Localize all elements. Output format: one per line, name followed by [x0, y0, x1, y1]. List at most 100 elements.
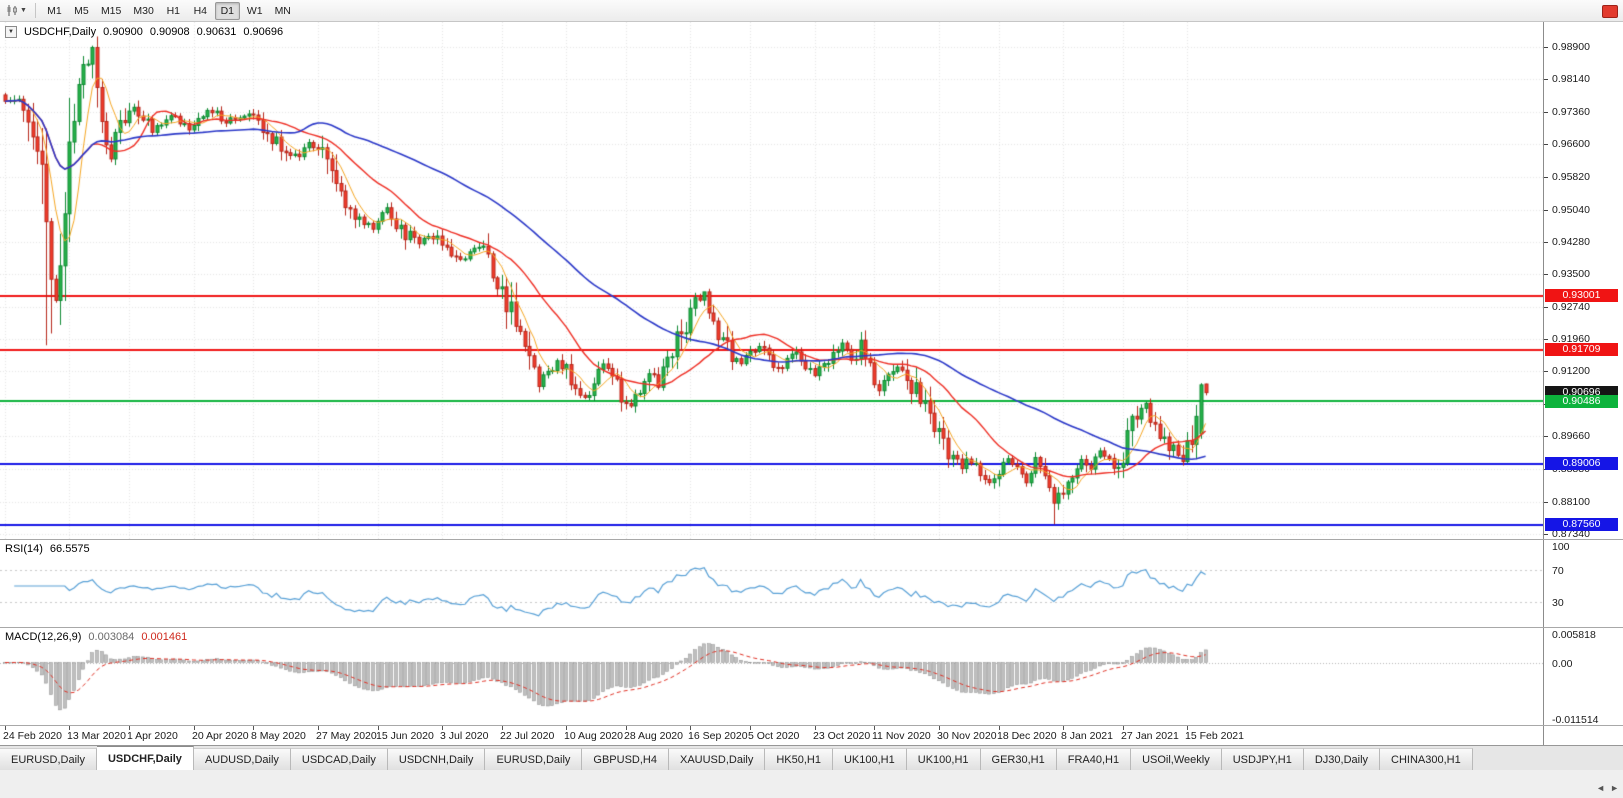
timeframe-button-d1[interactable]: D1 — [214, 1, 240, 20]
time-axis-label: 5 Oct 2020 — [748, 730, 800, 742]
timeframe-button-m5[interactable]: M5 — [74, 4, 89, 17]
time-axis-tick — [129, 726, 130, 730]
time-axis: 24 Feb 2020 13 Mar 2020 1 Apr 2020 20 Apr 2… — [0, 726, 1543, 745]
time-axis-label: 27 May 2020 — [316, 730, 377, 742]
tab-dj30-daily[interactable]: DJ30,Daily — [1303, 748, 1381, 770]
rsi-scale-label: 70 — [1552, 565, 1564, 577]
macd-scale-label: -0.011514 — [1552, 714, 1599, 726]
chart-legend: ▼ USDCHF,Daily 0.90900 0.90908 0.90631 0… — [5, 26, 283, 38]
price-scale-tick — [1544, 502, 1548, 503]
panel-separator[interactable] — [0, 725, 1623, 726]
tab-usdchf-daily[interactable]: USDCHF,Daily — [96, 746, 194, 770]
tab-uk100-h1[interactable]: UK100,H1 — [906, 748, 981, 770]
symbol-dropdown-icon[interactable]: ▼ — [5, 26, 17, 38]
price-scale-label: 0.89660 — [1552, 430, 1590, 442]
rsi-name: RSI(14) — [5, 543, 43, 555]
tab-china300-h1[interactable]: CHINA300,H1 — [1380, 748, 1473, 770]
tab-audusd-daily[interactable]: AUDUSD,Daily — [193, 748, 291, 770]
rsi-indicator-canvas[interactable] — [0, 540, 1543, 627]
tab-usoil-weekly[interactable]: USOil,Weekly — [1131, 748, 1222, 770]
chart-type-button[interactable]: ▼ — [3, 1, 30, 21]
time-axis-tick — [750, 726, 751, 730]
timeframe-button-m15[interactable]: M15 — [100, 4, 122, 17]
legend-open: 0.90900 — [103, 26, 143, 38]
support-line-label[interactable]: 0.89006 — [1545, 457, 1618, 471]
time-axis-label: 13 Mar 2020 — [67, 730, 126, 742]
time-axis-label: 3 Jul 2020 — [440, 730, 489, 742]
price-scale-label: 0.93500 — [1552, 268, 1590, 280]
resistance-line-label[interactable]: 0.91709 — [1545, 343, 1618, 357]
price-scale-label: 0.95040 — [1552, 204, 1590, 216]
time-axis-label: 10 Aug 2020 — [564, 730, 623, 742]
timeframe-button-m1[interactable]: M1 — [47, 4, 62, 17]
support-line-label[interactable]: 0.87560 — [1545, 518, 1618, 532]
price-scale-label: 0.94280 — [1552, 236, 1590, 248]
tab-eurusd-daily[interactable]: EURUSD,Daily — [485, 748, 583, 770]
timeframe-button-m30[interactable]: M30 — [133, 4, 154, 17]
panel-separator[interactable] — [0, 539, 1623, 540]
macd-indicator-canvas[interactable] — [0, 628, 1543, 725]
time-axis-tick — [566, 726, 567, 730]
candlestick-chart-icon — [7, 5, 17, 16]
chart-window: ▼ USDCHF,Daily 0.90900 0.90908 0.90631 0… — [0, 22, 1623, 745]
time-axis-label: 20 Apr 2020 — [192, 730, 249, 742]
timeframe-buttons: M1 M5 M15 M30 H1 H4 D1 W1 MN — [41, 1, 297, 20]
rsi-value: 66.5575 — [49, 543, 90, 555]
price-scale-label: 0.98900 — [1552, 41, 1590, 53]
legend-symbol: USDCHF,Daily — [23, 26, 97, 38]
time-axis-tick — [442, 726, 443, 730]
price-scale-tick — [1544, 47, 1548, 48]
legend-low: 0.90631 — [196, 26, 237, 38]
price-scale-tick — [1544, 307, 1548, 308]
time-axis-label: 24 Feb 2020 — [3, 730, 62, 742]
time-axis-tick — [939, 726, 940, 730]
legend-close: 0.90696 — [243, 26, 284, 38]
tab-scroll-left-icon[interactable]: ◄ — [1596, 783, 1606, 793]
price-scale-tick — [1544, 112, 1548, 113]
tab-eurusd-daily[interactable]: EURUSD,Daily — [0, 748, 97, 770]
time-axis-label: 15 Jun 2020 — [376, 730, 434, 742]
dropdown-arrow-icon: ▼ — [20, 7, 27, 14]
tab-hk50-h1[interactable]: HK50,H1 — [765, 748, 833, 770]
time-axis-label: 18 Dec 2020 — [997, 730, 1057, 742]
time-axis-label: 22 Jul 2020 — [500, 730, 555, 742]
tab-xauusd-daily[interactable]: XAUUSD,Daily — [668, 748, 766, 770]
price-scale-tick — [1544, 274, 1548, 275]
tab-usdcad-daily[interactable]: USDCAD,Daily — [290, 748, 388, 770]
tab-usdjpy-h1[interactable]: USDJPY,H1 — [1221, 748, 1304, 770]
tab-scroll-arrows: ◄ ► — [1596, 783, 1619, 793]
toolbar: ▼ M1 M5 M15 M30 H1 H4 D1 W1 MN — [0, 0, 1623, 22]
tab-ger30-h1[interactable]: GER30,H1 — [980, 748, 1057, 770]
price-scale-tick — [1544, 371, 1548, 372]
price-scale[interactable]: 0.98900 0.98140 0.97360 0.96600 0.95820 0.950… — [1543, 22, 1623, 745]
macd-indicator-label: MACD(12,26,9) 0.003084 0.001461 — [5, 631, 187, 643]
time-axis-label: 23 Oct 2020 — [813, 730, 871, 742]
chart-tabs: EURUSD,Daily USDCHF,Daily AUDUSD,Daily USDC… — [0, 746, 1473, 770]
price-scale-label: 0.91960 — [1552, 333, 1590, 345]
support-line-label[interactable]: 0.90486 — [1545, 395, 1618, 408]
timeframe-button-w1[interactable]: W1 — [246, 4, 263, 17]
time-axis-tick — [318, 726, 319, 730]
timeframe-button-h1[interactable]: H1 — [166, 4, 181, 17]
time-axis-label: 15 Feb 2021 — [1185, 730, 1244, 742]
timeframe-button-h4[interactable]: H4 — [193, 4, 208, 17]
main-chart-canvas[interactable] — [0, 22, 1543, 539]
price-scale-tick — [1544, 144, 1548, 145]
tab-usdcnh-daily[interactable]: USDCNH,Daily — [387, 748, 486, 770]
timeframe-button-mn[interactable]: MN — [274, 4, 291, 17]
tab-uk100-h1[interactable]: UK100,H1 — [832, 748, 907, 770]
legend-high: 0.90908 — [149, 26, 190, 38]
red-indicator-icon — [1602, 5, 1618, 18]
status-strip — [0, 770, 1623, 798]
panel-separator[interactable] — [0, 627, 1623, 628]
resistance-line-label[interactable]: 0.93001 — [1545, 289, 1618, 302]
macd-main-value: 0.003084 — [88, 631, 135, 643]
time-axis-tick — [815, 726, 816, 730]
time-axis-tick — [378, 726, 379, 730]
tab-scroll-right-icon[interactable]: ► — [1610, 783, 1619, 793]
tab-gbpusd-h4[interactable]: GBPUSD,H4 — [582, 748, 669, 770]
macd-scale-label: 0.005818 — [1552, 629, 1596, 641]
tab-fra40-h1[interactable]: FRA40,H1 — [1056, 748, 1132, 770]
price-scale-label: 0.88100 — [1552, 496, 1590, 508]
time-axis-tick — [253, 726, 254, 730]
